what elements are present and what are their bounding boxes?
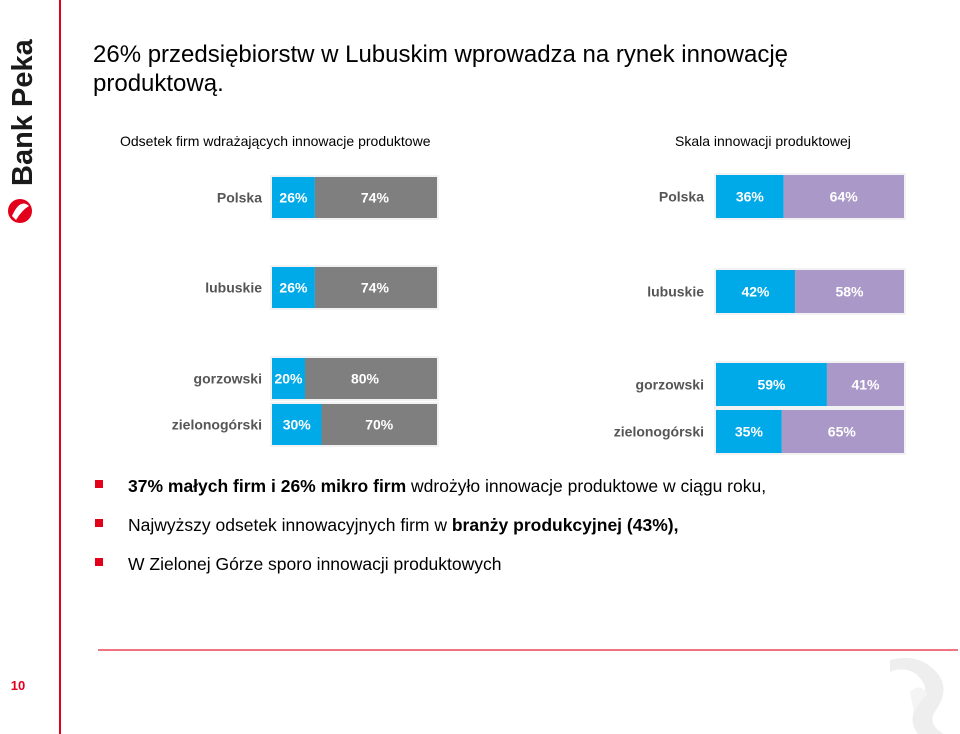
bar-segment — [826, 363, 904, 406]
bullet-item: Najwyższy odsetek innowacyjnych firm w b… — [95, 515, 945, 535]
category-label: Polska — [217, 190, 262, 206]
bullet-text: Najwyższy odsetek innowacyjnych firm w — [128, 515, 452, 535]
bar-value-label: 70% — [365, 417, 394, 433]
bar-segment — [272, 267, 315, 308]
bar-value-label: 59% — [757, 377, 786, 393]
brand-rail: Bank Pekao 10 — [0, 0, 60, 734]
bullet-item: 37% małych firm i 26% mikro firm wdrożył… — [95, 476, 945, 496]
bar-value-label: 74% — [361, 190, 390, 206]
bar-value-label: 41% — [851, 377, 880, 393]
bar-value-label: 74% — [361, 280, 390, 296]
bullet-text: 37% małych firm i 26% mikro firm — [128, 476, 407, 496]
bullet-square-icon — [95, 558, 103, 566]
category-label: gorzowski — [194, 371, 262, 387]
brand-divider — [59, 0, 61, 734]
bar-value-label: 42% — [741, 284, 770, 300]
bar-value-label: 26% — [279, 190, 308, 206]
category-label: lubuskie — [205, 280, 262, 296]
bullet-square-icon — [95, 519, 103, 527]
category-label: Polska — [659, 189, 704, 205]
bar-segment — [272, 177, 315, 218]
left-chart-title: Odsetek firm wdrażających innowacje prod… — [120, 133, 431, 149]
bar-value-label: 26% — [279, 280, 308, 296]
bar-value-label: 20% — [274, 371, 303, 387]
bar-segment — [794, 270, 904, 313]
svg-text:Bank Pekao: Bank Pekao — [7, 38, 38, 186]
bar-segment — [716, 270, 795, 313]
category-label: gorzowski — [636, 377, 704, 393]
bar-segment — [783, 175, 904, 218]
bar-segment — [272, 404, 322, 445]
bar-value-label: 36% — [736, 189, 765, 205]
bar-segment — [314, 267, 437, 308]
stacked-bar-charts: Polska 26% 74% lubuskie 26% 74% gorzowski 20% 80… — [172, 173, 906, 455]
bar-segment — [314, 177, 437, 218]
bar-segment — [305, 358, 437, 399]
pekao-watermark-icon — [890, 657, 944, 734]
bank-pekao-logo: Bank Pekao — [7, 38, 38, 223]
bar-segment — [716, 410, 782, 453]
bullet-text: branży produkcyjnej (43%), — [451, 515, 679, 535]
bullet-item: W Zielonej Górze sporo innowacji produkt… — [95, 554, 945, 574]
bullet-square-icon — [95, 480, 103, 488]
bar-value-label: 64% — [830, 189, 859, 205]
bar-value-label: 58% — [835, 284, 864, 300]
category-label: lubuskie — [647, 284, 704, 300]
bar-segment — [781, 410, 904, 453]
bar-segment — [321, 404, 437, 445]
pekao-emblem-icon — [8, 199, 32, 223]
bar-segment — [716, 363, 827, 406]
footer-divider — [98, 649, 958, 651]
bar-segment — [272, 358, 305, 399]
bar-value-label: 30% — [283, 417, 312, 433]
bar-value-label: 80% — [351, 371, 380, 387]
bullet-list: 37% małych firm i 26% mikro firm wdrożył… — [95, 476, 945, 593]
bullet-text: W Zielonej Górze sporo innowacji produkt… — [128, 554, 502, 574]
category-label: zielonogórski — [614, 424, 704, 440]
bar-segment — [716, 175, 784, 218]
right-chart-title: Skala innowacji produktowej — [675, 133, 851, 149]
bar-value-label: 65% — [828, 424, 857, 440]
bar-value-label: 35% — [735, 424, 764, 440]
page-number: 10 — [10, 678, 26, 693]
bullet-text: wdrożyło innowacje produktowe w ciągu ro… — [406, 476, 767, 496]
page-title: 26% przedsiębiorstw w Lubuskim wprowadza… — [93, 41, 789, 97]
category-label: zielonogórski — [172, 417, 262, 433]
